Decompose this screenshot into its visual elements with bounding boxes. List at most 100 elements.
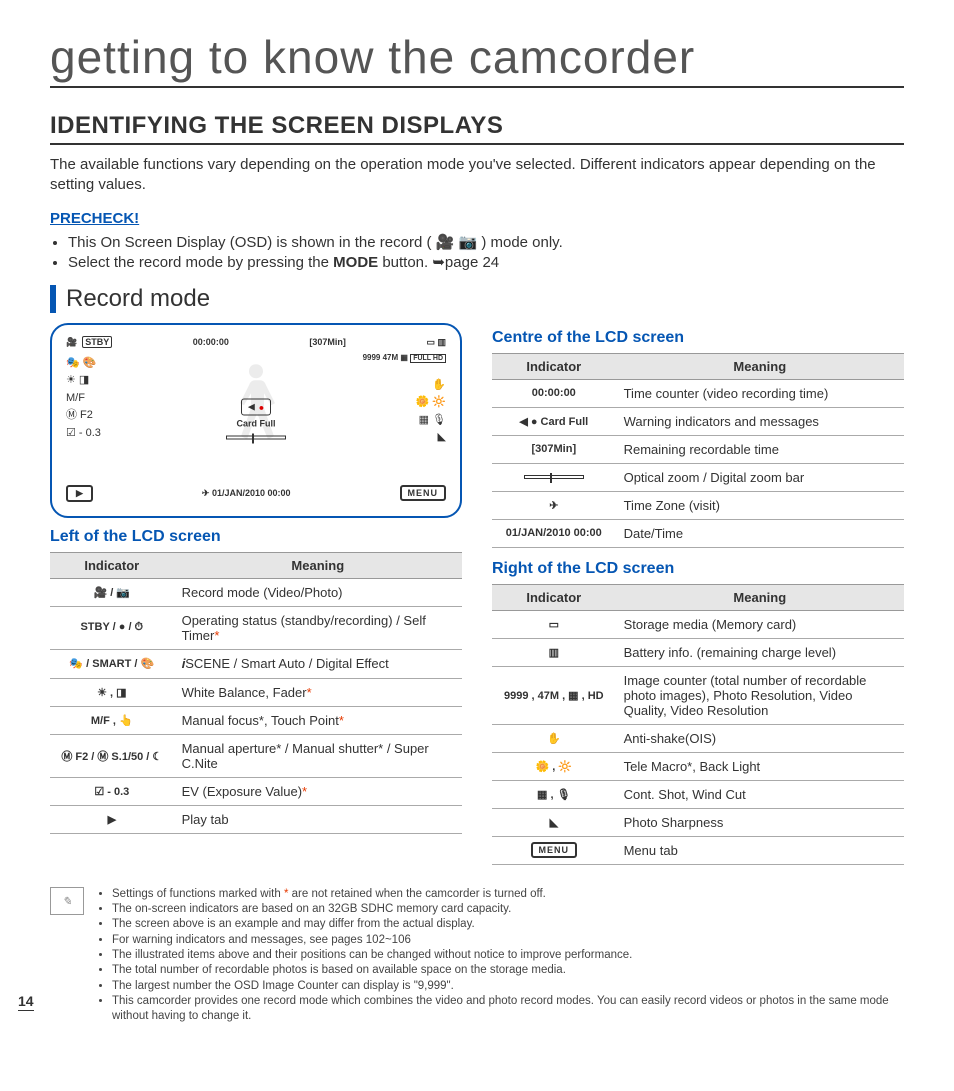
indicator-cell: 01/JAN/2010 00:00 [492,519,616,547]
table-row: ▶Play tab [50,805,462,833]
meaning-cell: Image counter (total number of recordabl… [616,666,904,724]
col-indicator: Indicator [50,552,174,578]
meaning-cell: Time Zone (visit) [616,491,904,519]
meaning-cell: Cont. Shot, Wind Cut [616,780,904,808]
meaning-cell: Optical zoom / Digital zoom bar [616,463,904,491]
note-item: The largest number the OSD Image Counter… [112,979,904,993]
meaning-cell: Manual aperture* / Manual shutter* / Sup… [174,734,462,777]
table-row: Optical zoom / Digital zoom bar [492,463,904,491]
note-icon: ✎ [50,887,84,915]
indicator-cell: Ⓜ F2 / Ⓜ S.1/50 / ☾ [50,734,174,777]
right-table-heading: Right of the LCD screen [492,560,904,578]
meaning-cell: Battery info. (remaining charge level) [616,638,904,666]
table-row: ▭Storage media (Memory card) [492,610,904,638]
notes-block: ✎ Settings of functions marked with * ar… [50,887,904,1024]
indicator-cell: 00:00:00 [492,379,616,407]
indicator-cell: MENU [492,836,616,864]
precheck-list: This On Screen Display (OSD) is shown in… [68,233,904,271]
note-item: The on-screen indicators are based on an… [112,902,904,916]
right-column: Centre of the LCD screen Indicator Meani… [492,323,904,877]
note-item: For warning indicators and messages, see… [112,933,904,947]
menu-tab-icon: MENU [400,485,447,501]
page-title: getting to know the camcorder [50,30,904,88]
table-row: 🌼 , 🔆Tele Macro*, Back Light [492,752,904,780]
table-row: ✋Anti-shake(OIS) [492,724,904,752]
meaning-cell: Menu tab [616,836,904,864]
indicator-cell: ▥ [492,638,616,666]
note-item: This camcorder provides one record mode … [112,994,904,1023]
col-indicator: Indicator [492,584,616,610]
table-row: 01/JAN/2010 00:00Date/Time [492,519,904,547]
left-table-heading: Left of the LCD screen [50,528,462,546]
indicator-cell: ▶ [50,805,174,833]
meaning-cell: EV (Exposure Value)* [174,777,462,805]
indicator-cell: M/F , 👆 [50,706,174,734]
centre-table-heading: Centre of the LCD screen [492,329,904,347]
table-row: M/F , 👆Manual focus*, Touch Point* [50,706,462,734]
meaning-cell: Operating status (standby/recording) / S… [174,606,462,649]
table-row: ◣Photo Sharpness [492,808,904,836]
table-row: ☀ , ◨White Balance, Fader* [50,678,462,706]
meaning-cell: 𝒊SCENE / Smart Auto / Digital Effect [174,649,462,678]
col-indicator: Indicator [492,353,616,379]
indicator-cell: ☀ , ◨ [50,678,174,706]
meaning-cell: Photo Sharpness [616,808,904,836]
indicator-cell: STBY / ● / ⏱ [50,606,174,649]
indicator-cell: ✈ [492,491,616,519]
table-row: ◀ ● Card FullWarning indicators and mess… [492,407,904,435]
indicator-cell: [307Min] [492,435,616,463]
indicator-cell: 🎥 / 📷 [50,578,174,606]
meaning-cell: Remaining recordable time [616,435,904,463]
indicator-cell: ☑ - 0.3 [50,777,174,805]
table-row: ☑ - 0.3EV (Exposure Value)* [50,777,462,805]
table-row: 🎭 / SMART / 🎨𝒊SCENE / Smart Auto / Digit… [50,649,462,678]
meaning-cell: Tele Macro*, Back Light [616,752,904,780]
col-meaning: Meaning [616,584,904,610]
right-table: Indicator Meaning ▭Storage media (Memory… [492,584,904,865]
indicator-cell: ✋ [492,724,616,752]
meaning-cell: White Balance, Fader* [174,678,462,706]
table-row: 00:00:00Time counter (video recording ti… [492,379,904,407]
col-meaning: Meaning [616,353,904,379]
indicator-cell: 🎭 / SMART / 🎨 [50,649,174,678]
indicator-cell: ◀ ● Card Full [492,407,616,435]
note-item: The illustrated items above and their po… [112,948,904,962]
indicator-cell: ◣ [492,808,616,836]
lcd-diagram: 🎥 STBY 00:00:00 [307Min] ▭ ▥ 9999 47M ▦ … [50,323,462,518]
meaning-cell: Manual focus*, Touch Point* [174,706,462,734]
indicator-cell: 9999 , 47M , ▦ , HD [492,666,616,724]
section-heading: IDENTIFYING THE SCREEN DISPLAYS [50,112,904,145]
indicator-cell [492,463,616,491]
precheck-block: PRECHECK! This On Screen Display (OSD) i… [50,210,904,271]
note-item: The total number of recordable photos is… [112,963,904,977]
table-row: ▥Battery info. (remaining charge level) [492,638,904,666]
precheck-item: This On Screen Display (OSD) is shown in… [68,233,904,251]
centre-table: Indicator Meaning 00:00:00Time counter (… [492,353,904,548]
table-row: MENUMenu tab [492,836,904,864]
table-row: ✈Time Zone (visit) [492,491,904,519]
note-item: The screen above is an example and may d… [112,917,904,931]
meaning-cell: Record mode (Video/Photo) [174,578,462,606]
table-row: ▦ , 🎙Cont. Shot, Wind Cut [492,780,904,808]
indicator-cell: 🌼 , 🔆 [492,752,616,780]
indicator-cell: ▭ [492,610,616,638]
table-row: [307Min]Remaining recordable time [492,435,904,463]
table-row: 🎥 / 📷Record mode (Video/Photo) [50,578,462,606]
precheck-label: PRECHECK! [50,210,904,227]
subsection-heading: Record mode [50,285,904,313]
table-row: STBY / ● / ⏱Operating status (standby/re… [50,606,462,649]
notes-list: Settings of functions marked with * are … [96,887,904,1024]
meaning-cell: Date/Time [616,519,904,547]
col-meaning: Meaning [174,552,462,578]
meaning-cell: Anti-shake(OIS) [616,724,904,752]
left-table: Indicator Meaning 🎥 / 📷Record mode (Vide… [50,552,462,834]
indicator-cell: ▦ , 🎙 [492,780,616,808]
intro-text: The available functions vary depending o… [50,155,904,196]
table-row: 9999 , 47M , ▦ , HDImage counter (total … [492,666,904,724]
precheck-item: Select the record mode by pressing the M… [68,253,904,271]
meaning-cell: Warning indicators and messages [616,407,904,435]
page-number: 14 [18,993,34,1011]
left-column: 🎥 STBY 00:00:00 [307Min] ▭ ▥ 9999 47M ▦ … [50,323,462,877]
meaning-cell: Play tab [174,805,462,833]
meaning-cell: Time counter (video recording time) [616,379,904,407]
